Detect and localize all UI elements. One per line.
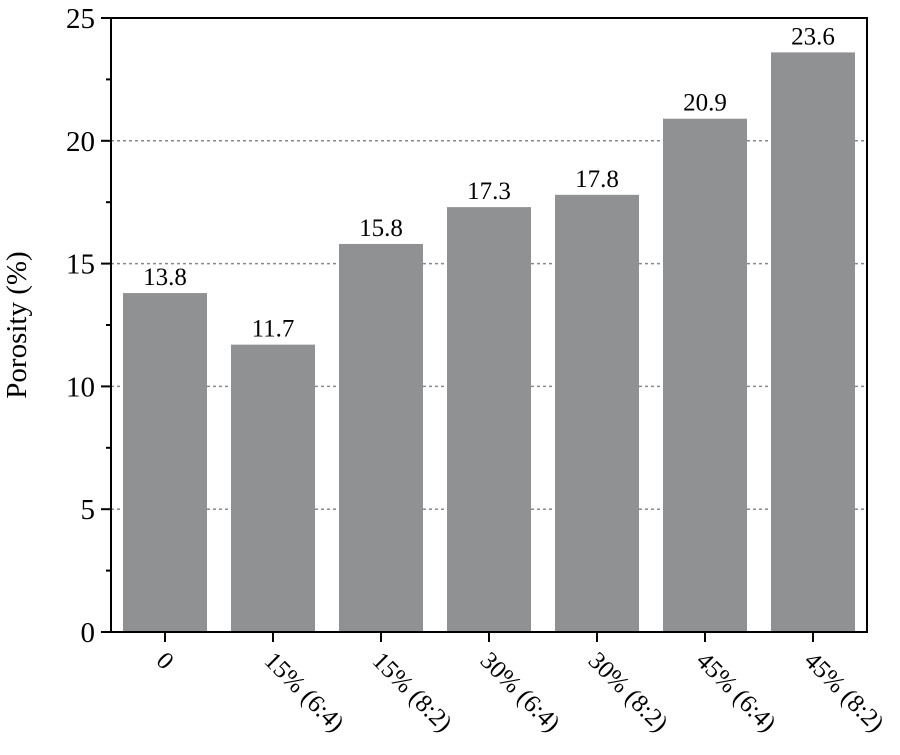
y-tick-label: 15 — [66, 249, 95, 281]
y-tick-label: 5 — [81, 494, 96, 526]
bar-value-label: 17.8 — [575, 166, 619, 193]
y-axis-label: Porosity (%) — [1, 251, 33, 398]
bar-value-label: 13.8 — [143, 264, 187, 291]
x-tick-label: 45% (8:2) — [799, 647, 889, 737]
y-axis-ticks: 0 5 10 15 20 25 — [66, 3, 111, 649]
bar — [663, 118, 747, 633]
bar — [771, 52, 855, 633]
bar-value-label: 17.3 — [467, 178, 511, 205]
bar — [339, 243, 423, 632]
bar — [123, 293, 207, 632]
x-tick-label: 15% (6:4) — [259, 647, 349, 737]
bar — [231, 344, 315, 632]
y-tick-label: 0 — [81, 617, 96, 649]
y-tick-label: 10 — [66, 371, 95, 403]
x-tick-label: 0 — [151, 647, 179, 675]
x-tick-label: 30% (6:4) — [475, 647, 565, 737]
y-tick-label: 20 — [66, 126, 95, 158]
bar-value-label: 15.8 — [359, 215, 403, 242]
bar-value-label: 23.6 — [791, 23, 835, 50]
x-axis-ticks: 0 15% (6:4) 15% (8:2) 30% (6:4) 30% (8:2) 45%… — [151, 632, 889, 737]
bar-value-label: 11.7 — [252, 316, 295, 343]
x-tick-label: 30% (8:2) — [583, 647, 673, 737]
value-labels: 13.8 11.7 15.8 17.3 17.8 20.9 23.6 — [143, 23, 835, 342]
bars — [123, 52, 855, 633]
x-tick-label: 15% (8:2) — [367, 647, 457, 737]
bar — [555, 194, 639, 632]
y-tick-label: 25 — [66, 3, 95, 35]
bar-value-label: 20.9 — [683, 90, 727, 117]
x-tick-label: 45% (6:4) — [691, 647, 781, 737]
bar — [447, 207, 531, 632]
